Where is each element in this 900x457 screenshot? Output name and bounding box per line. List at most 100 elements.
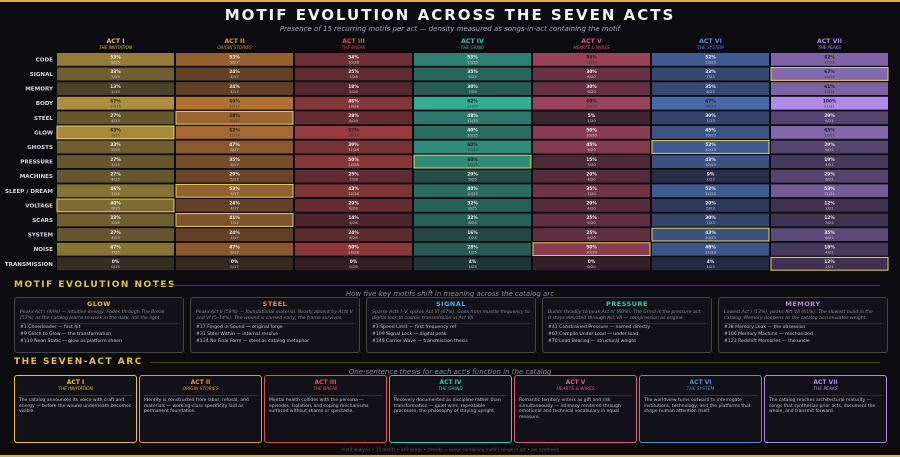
act-thesis-text: Romantic territory enters as gift and ri…: [519, 398, 621, 420]
footer: motif analysis • 15 motifs • 149 songs •…: [341, 447, 559, 452]
act-thesis-card: ACT V HEARTS & WIRES Romantic territory en…: [514, 375, 637, 443]
cell-count: 10/17: [229, 118, 241, 123]
motif-note-track: #17 Forged in Sound — original forge: [196, 325, 283, 331]
heatmap-cell: [176, 155, 293, 168]
motif-note-divider: [20, 323, 178, 325]
cell-percent: 58%: [229, 113, 240, 119]
cell-count: 1/25: [468, 264, 477, 269]
cell-percent: 29%: [824, 113, 835, 119]
cell-count: 6/20: [587, 74, 596, 79]
act-thesis-sub: THE SYSTEM: [686, 387, 715, 392]
motif-note-card: GLOW Peaks Act I (9/9s) — intuitive energ…: [14, 297, 184, 353]
row-label: STEEL: [34, 116, 53, 122]
cell-percent: 65%: [824, 128, 835, 134]
cell-count: 12/23: [705, 60, 717, 65]
cell-percent: 47%: [110, 244, 121, 250]
heatmap-cell: [57, 213, 174, 227]
cell-percent: 53%: [110, 55, 121, 61]
act-thesis-divider: [644, 395, 757, 396]
cell-count: 13/21: [824, 133, 836, 138]
cell-count: 4/17: [230, 235, 239, 240]
cell-percent: 46%: [110, 186, 121, 192]
heatmap-cell: [771, 213, 888, 227]
motif-note-card: PRESSURE Builds steadily to peak Act IV (…: [542, 297, 712, 353]
heatmap-cell: [533, 82, 650, 95]
cell-percent: 50%: [348, 157, 359, 163]
motif-note-track: #70 Load Bearing — structural weight: [548, 339, 637, 345]
heatmap-cell: [176, 228, 293, 241]
heatmap-cell: [295, 53, 412, 66]
row-label: SLEEP / DREAM: [5, 189, 53, 195]
cell-percent: 27%: [110, 171, 121, 177]
cell-percent: 24%: [229, 230, 240, 236]
cell-percent: 30%: [705, 113, 716, 119]
cell-percent: 12%: [824, 201, 835, 207]
motif-note-summary: Lowest Act I (13%), peaks Act VII (61%).…: [724, 310, 873, 321]
heatmap-cell: [295, 228, 412, 241]
cell-count: 10/15: [110, 103, 122, 108]
motif-note-summary: Peaks Act II (58%) — foundational materi…: [196, 310, 353, 321]
act-thesis-label: ACT III: [314, 379, 337, 386]
cell-count: 7/25: [468, 89, 477, 94]
cell-count: 12/25: [467, 118, 479, 123]
cell-percent: 62%: [229, 128, 240, 134]
motif-note-card: SIGNAL Sparse Acts I–V, spikes Act VI (67…: [366, 297, 536, 353]
column-header-act: ACT VI: [699, 38, 722, 45]
act-thesis-text: Recovery documented as discipline rather…: [394, 398, 501, 415]
cell-percent: 4%: [469, 259, 477, 265]
heatmap-cell: [176, 126, 293, 139]
column-header-act: ACT I: [106, 38, 124, 45]
cell-count: 0/15: [111, 264, 120, 269]
cell-percent: 9%: [707, 171, 715, 177]
heatmap-cell: [175, 110, 294, 125]
heatmap-cell: [533, 184, 650, 198]
motif-note-name: GLOW: [87, 300, 111, 308]
heatmap-cell: [295, 67, 412, 81]
cell-percent: 50%: [348, 244, 359, 250]
cell-percent: 57%: [348, 128, 359, 134]
notes-section-title: MOTIF EVOLUTION NOTES: [14, 280, 176, 290]
heatmap-cell: [652, 126, 769, 139]
row-label: BODY: [36, 101, 54, 107]
cell-count: 5/20: [587, 220, 596, 225]
heatmap-cell: [770, 256, 889, 271]
heatmap-cell: [56, 198, 175, 213]
cell-percent: 50%: [586, 244, 597, 250]
motif-note-summary: Builds steadily to peak Act IV (60%). Th…: [548, 310, 702, 321]
act-thesis-divider: [519, 395, 632, 396]
cell-percent: 46%: [348, 98, 359, 104]
act-thesis-text: Mental health collides with the persona …: [269, 398, 369, 415]
heatmap-cell: [771, 111, 888, 125]
heatmap-cell: [533, 155, 650, 168]
cell-count: 11/28: [348, 147, 360, 152]
row-label: SCARS: [32, 218, 53, 224]
cell-percent: 50%: [586, 128, 597, 134]
act-thesis-divider: [394, 395, 507, 396]
act-thesis-divider: [144, 395, 257, 396]
cell-percent: 33%: [705, 69, 716, 75]
cell-percent: 52%: [705, 142, 716, 148]
cell-count: 14/28: [348, 162, 360, 167]
heatmap-cell: [771, 169, 888, 183]
cell-count: 12/28: [348, 191, 360, 196]
cell-count: 0/28: [349, 264, 358, 269]
heatmap-cell: [771, 199, 888, 212]
motif-note-name: SIGNAL: [435, 300, 467, 308]
heatmap-cell: [295, 257, 412, 271]
heatmap-cell: [533, 140, 650, 154]
cell-percent: 20%: [705, 201, 716, 207]
heatmap-cell: [57, 111, 174, 125]
cell-count: 5/28: [349, 89, 358, 94]
heatmap-cell: [533, 199, 650, 212]
heatmap-cell: [771, 184, 888, 198]
heatmap-cell: [414, 126, 531, 139]
act-thesis-text: Identity is constructed from labor, refu…: [144, 398, 249, 415]
motif-note-summary: Peaks Act I (9/9s) — intuitive energy. F…: [20, 310, 165, 321]
heatmap-cell: [414, 213, 531, 227]
heatmap-cell: [57, 257, 174, 271]
cell-percent: 33%: [110, 142, 121, 148]
cell-count: 4/21: [825, 162, 834, 167]
cell-percent: 47%: [229, 244, 240, 250]
cell-count: 10/25: [467, 133, 479, 138]
cell-percent: 30%: [586, 69, 597, 75]
